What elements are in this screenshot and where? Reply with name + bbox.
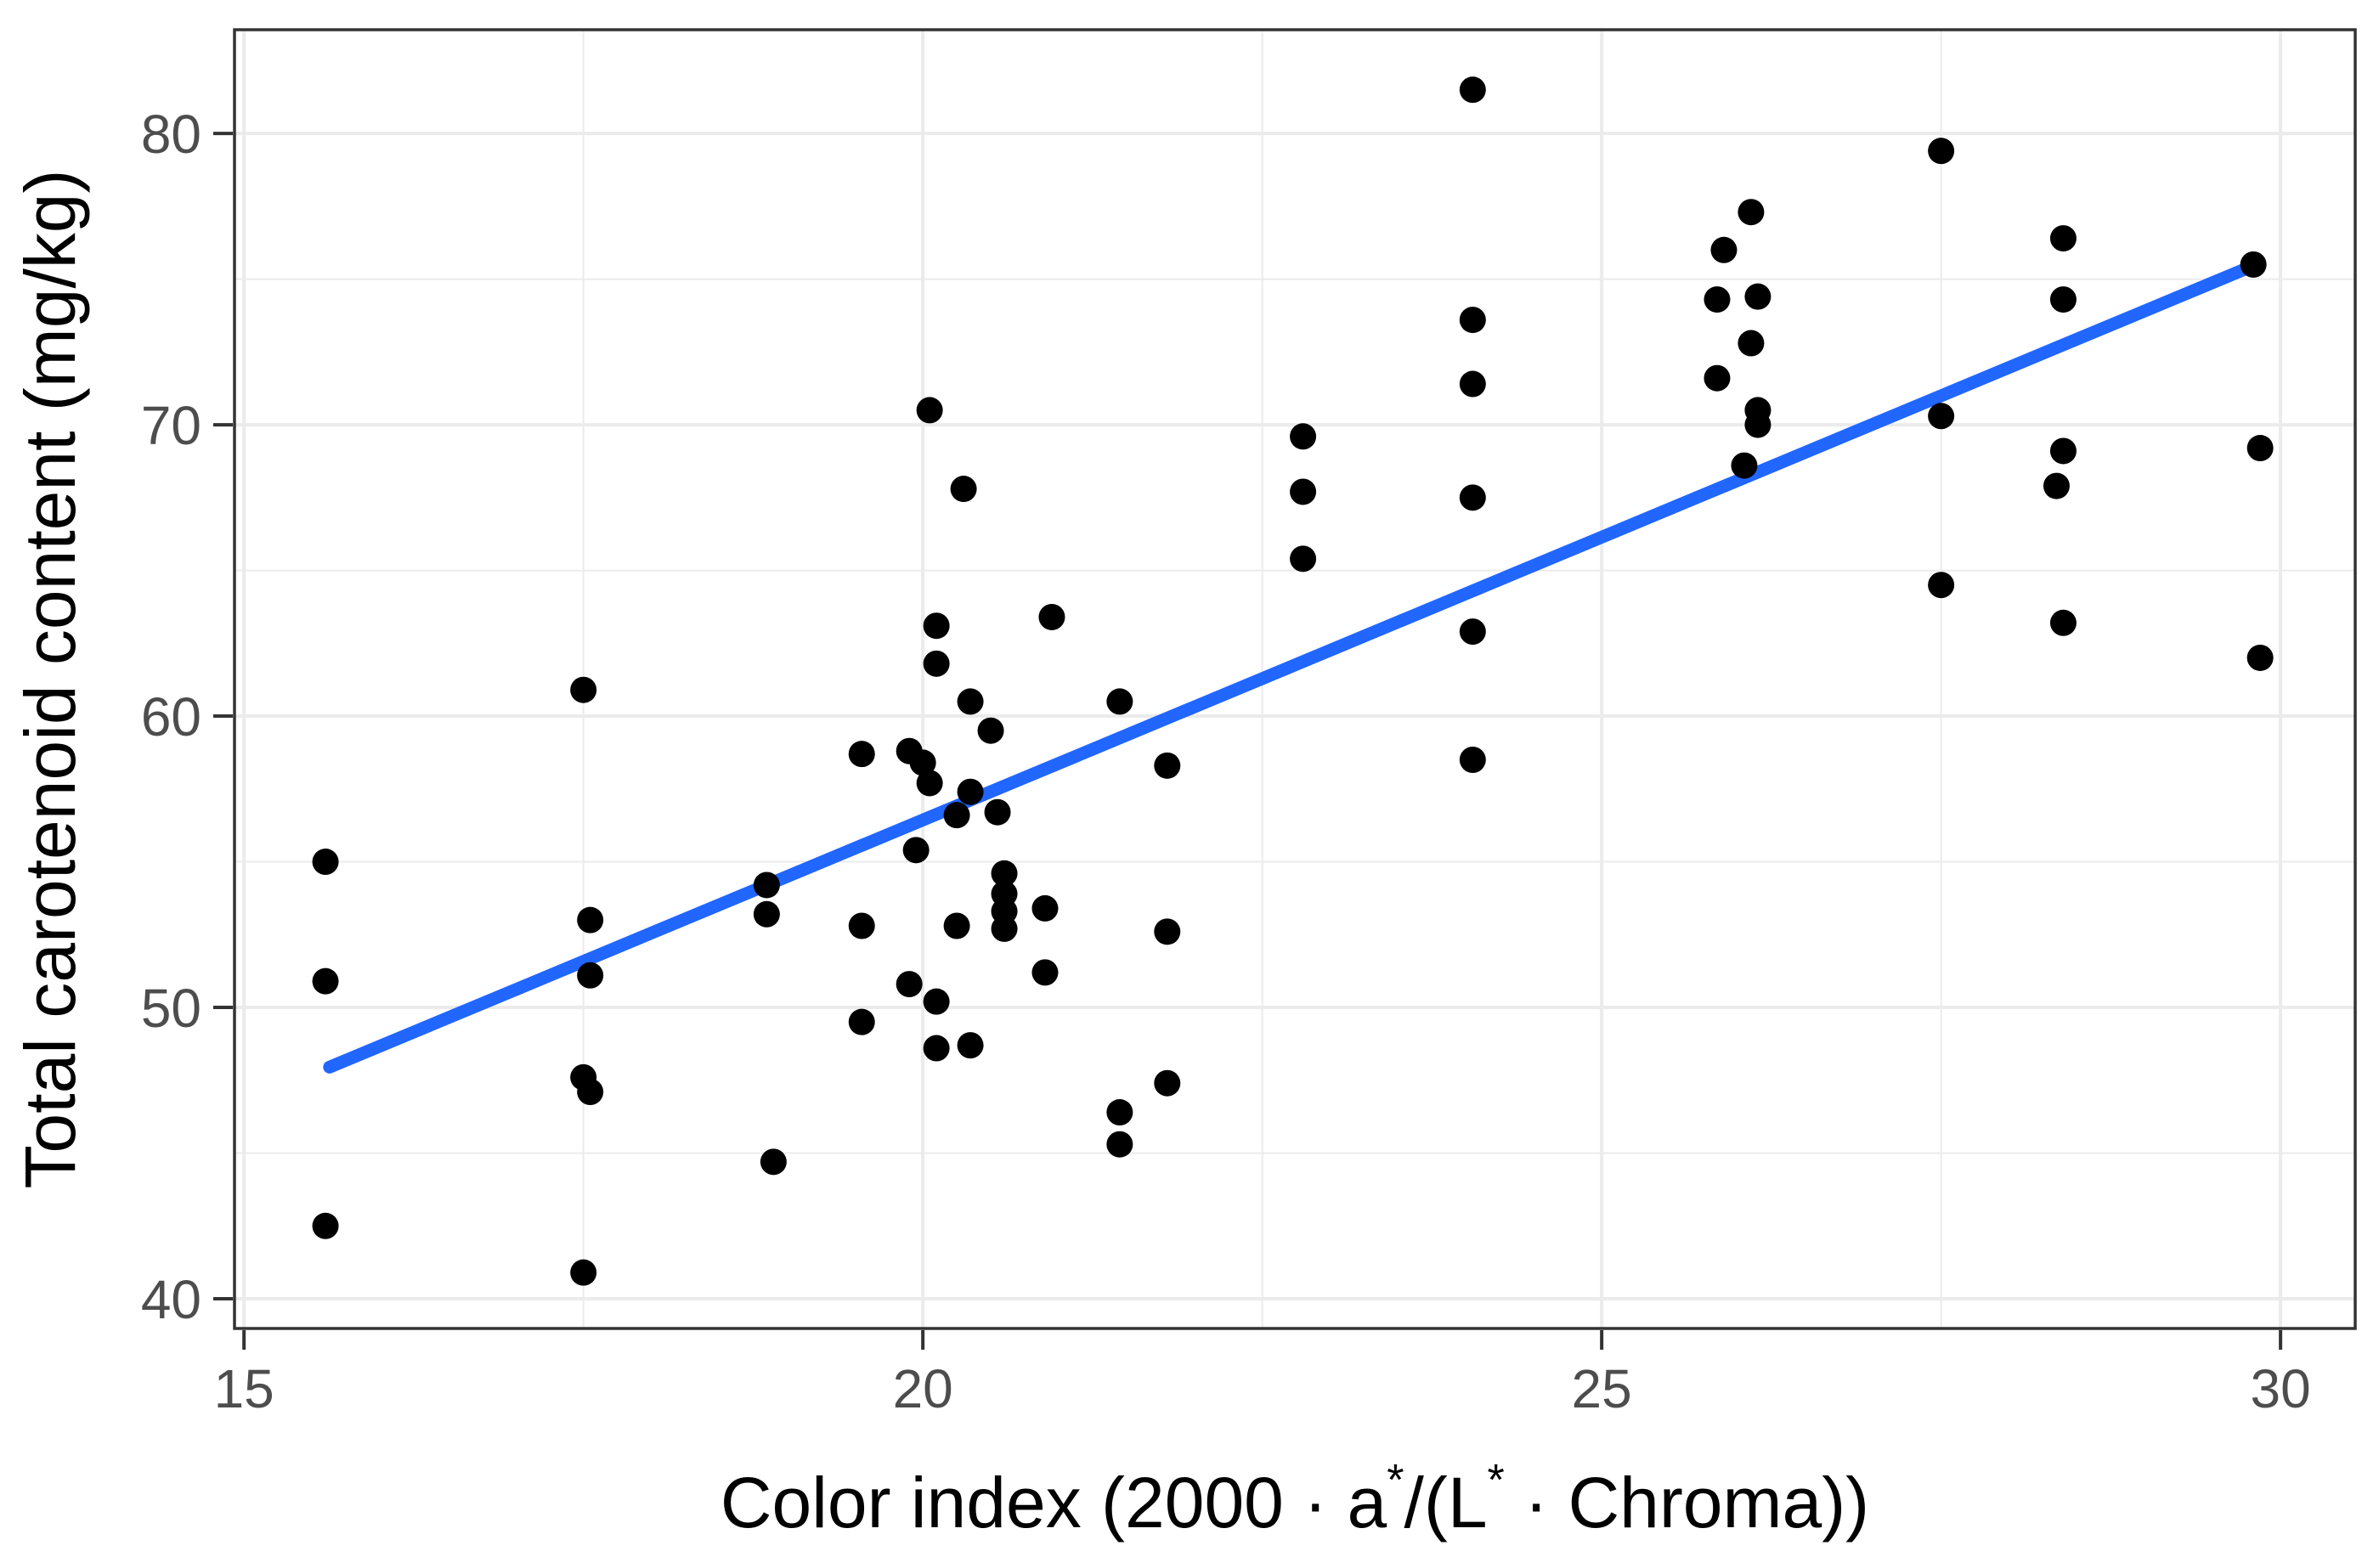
data-point — [577, 906, 604, 933]
panel-border — [233, 28, 2357, 1330]
data-point — [1106, 1099, 1133, 1126]
data-point — [1106, 688, 1133, 715]
data-point — [753, 900, 780, 928]
data-point — [1031, 959, 1059, 986]
data-point — [1738, 330, 1765, 357]
y-axis-tick-label: 60 — [141, 686, 201, 747]
x-axis-tick-label: 30 — [2251, 1358, 2311, 1419]
x-axis-tick-label: 25 — [1572, 1358, 1632, 1419]
data-point — [916, 397, 943, 424]
data-point — [984, 798, 1011, 826]
data-point — [957, 778, 984, 805]
data-point — [923, 650, 950, 677]
data-point — [1106, 1131, 1133, 1158]
y-axis-tick-label: 70 — [141, 395, 201, 456]
data-point — [1031, 894, 1059, 922]
data-point — [1154, 918, 1181, 945]
data-point — [1459, 747, 1486, 774]
data-point — [1038, 603, 1065, 630]
data-point — [2049, 437, 2077, 465]
y-axis-tick-label: 50 — [141, 978, 201, 1039]
data-point — [1744, 411, 1772, 438]
data-point — [1704, 286, 1731, 313]
data-point — [577, 1079, 604, 1106]
data-point — [2240, 251, 2267, 278]
data-point — [1928, 572, 1955, 599]
data-point — [1290, 423, 1317, 450]
data-point — [760, 1148, 787, 1176]
data-point — [2246, 435, 2274, 462]
data-point — [577, 962, 604, 989]
x-axis-tick-label: 15 — [214, 1358, 274, 1419]
data-point — [1704, 364, 1731, 392]
panel-background — [235, 30, 2355, 1328]
regression-line — [323, 257, 2263, 1074]
data-point — [848, 912, 875, 939]
data-point — [943, 802, 970, 829]
data-point — [991, 860, 1018, 887]
data-point — [909, 749, 936, 776]
data-point — [1928, 403, 1955, 430]
data-point — [848, 1008, 875, 1035]
data-point — [923, 612, 950, 640]
data-point — [977, 717, 1004, 744]
data-point — [923, 1035, 950, 1062]
data-point — [1459, 618, 1486, 646]
data-point — [2246, 644, 2274, 671]
data-point — [1928, 138, 1955, 165]
data-point — [1744, 283, 1772, 310]
data-point — [943, 912, 970, 939]
data-point — [1731, 452, 1758, 479]
data-point — [950, 476, 977, 503]
data-point — [570, 1259, 597, 1286]
x-axis-title: Color index (2000 · a*/(L* · Chroma)) — [720, 1456, 1869, 1543]
y-axis-title: Total carotenoid content (mg/kg) — [10, 170, 90, 1189]
y-axis-tick-label: 80 — [141, 104, 201, 165]
data-point — [902, 837, 930, 864]
data-point — [1459, 307, 1486, 334]
data-point — [957, 1032, 984, 1059]
data-point — [916, 770, 943, 797]
data-point — [570, 676, 597, 703]
data-point — [1459, 76, 1486, 104]
data-point — [1154, 1069, 1181, 1097]
data-point — [923, 988, 950, 1015]
data-point — [1290, 478, 1317, 505]
data-point — [2049, 609, 2077, 636]
data-point — [2049, 225, 2077, 252]
x-axis-tick-label: 20 — [893, 1358, 953, 1419]
data-point — [1154, 752, 1181, 779]
data-point — [896, 971, 923, 998]
data-point — [1459, 484, 1486, 511]
data-point — [1290, 545, 1317, 572]
data-point — [753, 871, 780, 899]
data-point — [957, 688, 984, 715]
data-point — [991, 915, 1018, 942]
y-axis-tick-label: 40 — [141, 1269, 201, 1330]
data-point — [1738, 199, 1765, 226]
data-point — [1459, 370, 1486, 398]
data-point — [312, 967, 339, 995]
data-point — [2049, 286, 2077, 313]
data-point — [1710, 236, 1738, 263]
data-point — [2043, 472, 2070, 499]
data-point — [312, 1212, 339, 1239]
data-point — [848, 741, 875, 768]
data-point — [312, 849, 339, 876]
